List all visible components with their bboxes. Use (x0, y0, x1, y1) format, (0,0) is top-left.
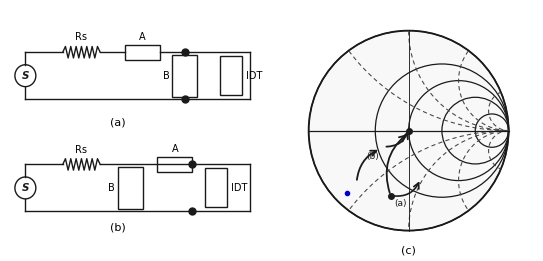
Circle shape (15, 65, 36, 87)
Text: (c): (c) (401, 246, 416, 256)
Text: (a): (a) (395, 199, 407, 207)
Circle shape (15, 177, 36, 199)
Bar (118, 167, 142, 209)
Text: (b): (b) (110, 222, 125, 232)
Text: (b): (b) (367, 152, 380, 161)
Text: Rs: Rs (75, 145, 87, 155)
Bar (173, 55, 198, 97)
Bar (157, 157, 192, 172)
Text: S: S (22, 71, 29, 81)
Text: A: A (172, 144, 178, 154)
Text: B: B (108, 183, 115, 193)
Text: B: B (163, 71, 169, 81)
Text: (a): (a) (110, 118, 125, 128)
Text: IDT: IDT (246, 71, 262, 81)
Text: A: A (139, 32, 146, 42)
Circle shape (308, 31, 509, 230)
Text: S: S (22, 183, 29, 193)
Text: Rs: Rs (75, 32, 87, 42)
Text: IDT: IDT (231, 183, 248, 193)
Bar (220, 56, 242, 95)
Bar (205, 168, 228, 207)
Bar (125, 45, 160, 60)
